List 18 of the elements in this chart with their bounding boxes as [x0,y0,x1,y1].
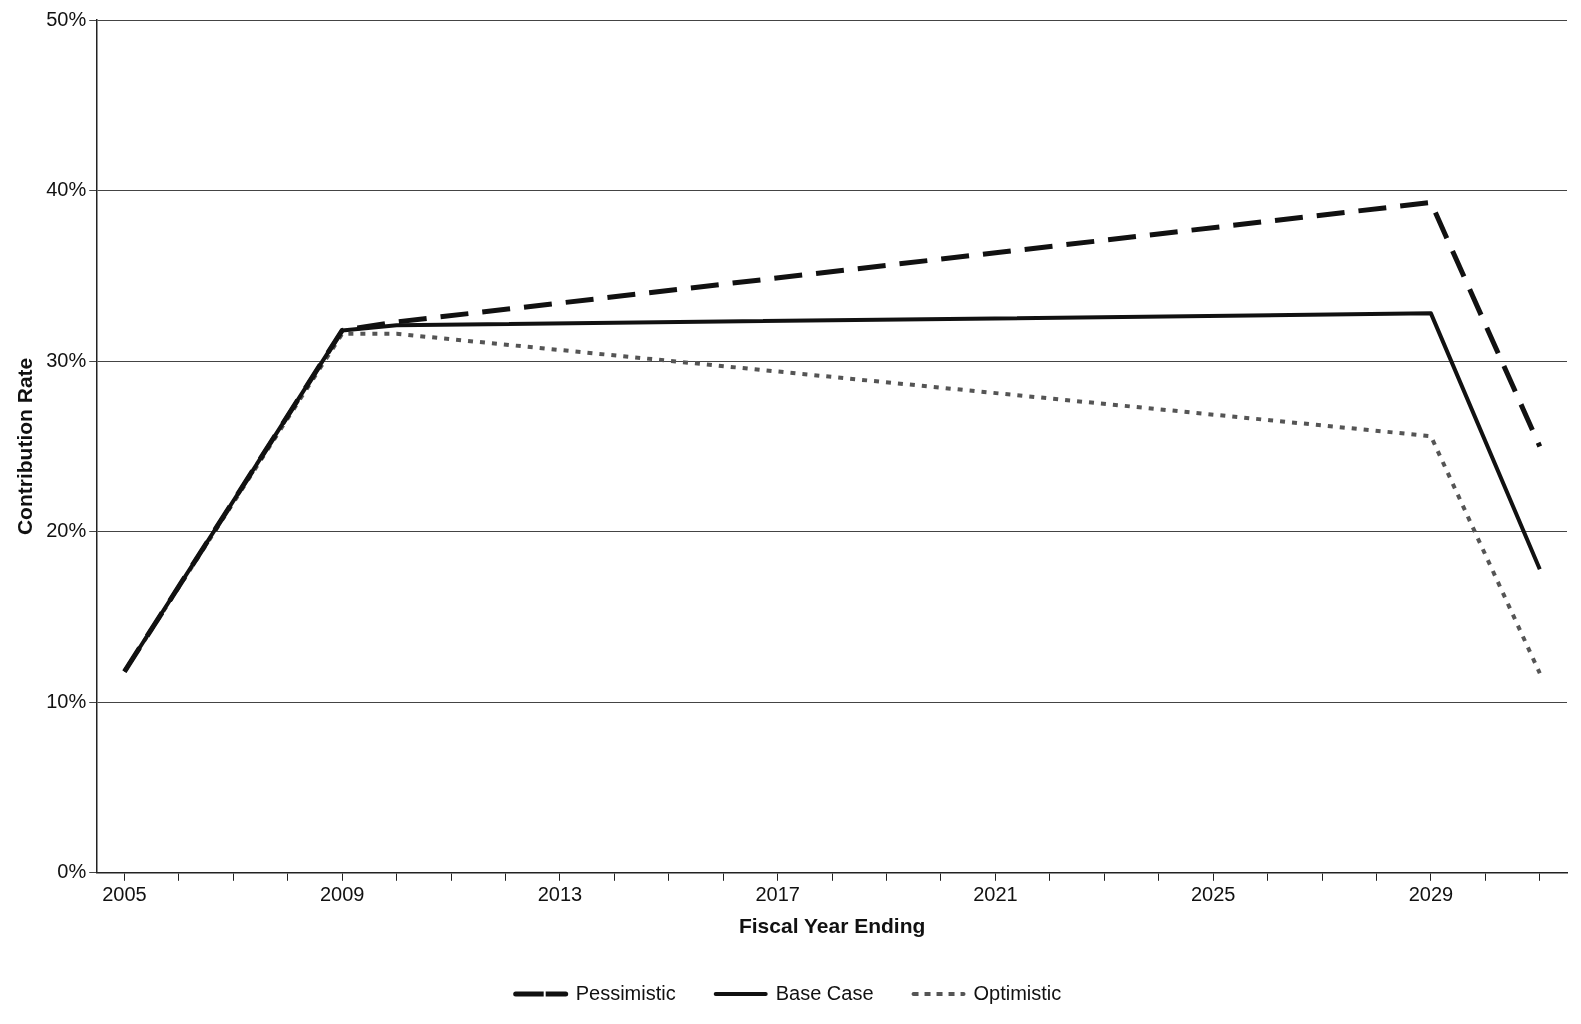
x-tick-label: 2005 [102,883,147,906]
y-tick-label: 30% [46,348,87,371]
legend-label: Optimistic [973,981,1062,1004]
y-tick-label: 0% [57,860,87,883]
y-axis-title: Contribution Rate [13,357,37,536]
y-tick-label: 20% [46,519,87,542]
x-tick-label: 2009 [319,883,365,906]
x-tick-label: 2017 [755,883,800,906]
y-tick-label: 40% [46,178,87,201]
x-tick-label: 2025 [1190,883,1236,906]
legend-label: Pessimistic [575,981,676,1004]
x-tick-label: 2021 [973,883,1018,906]
x-tick-label: 2013 [537,883,583,906]
x-tick-label: 2029 [1408,883,1454,906]
x-axis-title: Fiscal Year Ending [738,914,926,938]
legend-label: Base Case [775,981,874,1004]
y-tick-label: 50% [46,7,87,30]
y-tick-label: 10% [46,689,87,712]
